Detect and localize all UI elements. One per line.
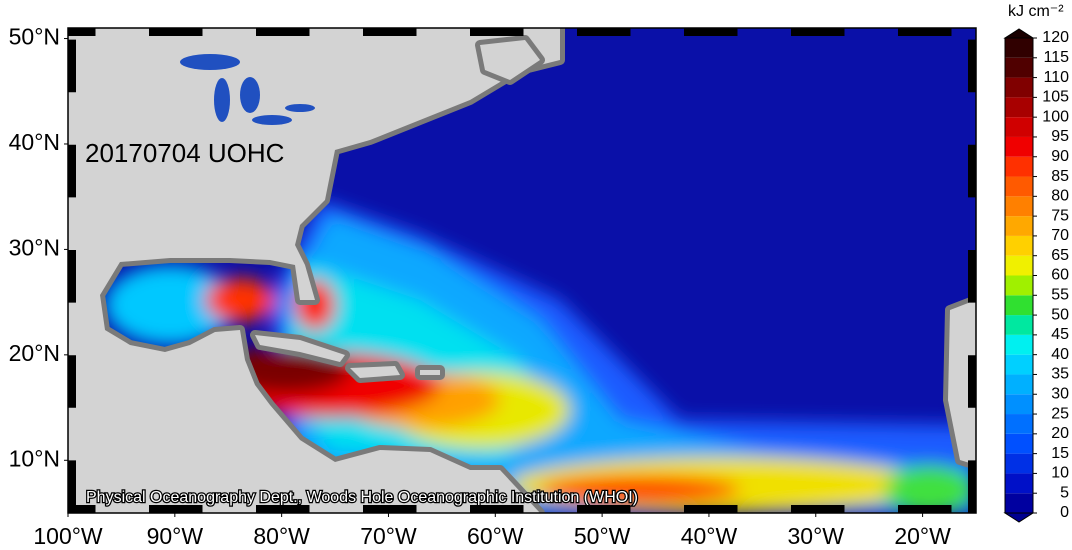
colorbar-tick-label: 25 (1051, 405, 1069, 422)
colorbar-tick-label: 75 (1051, 207, 1069, 224)
y-tick-label: 40°N (9, 129, 60, 155)
colorbar-segment (1005, 414, 1033, 434)
colorbar-tick-label: 120 (1042, 29, 1069, 46)
colorbar-segment (1005, 216, 1033, 236)
y-tick-label: 10°N (9, 445, 60, 471)
colorbar-tick-label: 40 (1051, 346, 1069, 363)
colorbar-tick-label: 30 (1051, 385, 1069, 402)
colorbar-tick-label: 55 (1051, 287, 1069, 304)
colorbar-segment (1005, 156, 1033, 177)
colorbar-segment (1005, 275, 1033, 296)
lakes (180, 54, 315, 125)
colorbar-tick-label: 105 (1042, 89, 1069, 106)
colorbar-tick-label: 15 (1051, 445, 1069, 462)
colorbar-segment (1005, 255, 1033, 276)
colorbar-tick-label: 95 (1051, 128, 1069, 145)
credit: Physical Oceanography Dept., Woods Hole … (86, 489, 638, 506)
colorbar-segment (1005, 334, 1033, 355)
x-tick-label: 60°W (467, 523, 524, 549)
colorbar-segment (1005, 136, 1033, 157)
x-tick-label: 20°W (894, 523, 951, 549)
map-frame (67, 27, 977, 514)
colorbar-tick-label: 100 (1042, 108, 1069, 125)
colorbar-segment (1005, 453, 1033, 474)
colorbar-segment (1005, 354, 1033, 375)
colorbar-segment (1005, 97, 1033, 118)
colorbar-tick-label: 110 (1043, 69, 1069, 86)
colorbar-segment (1005, 77, 1033, 98)
colorbar-tick-label: 10 (1051, 465, 1069, 482)
colorbar-segment (1005, 473, 1033, 494)
colorbar-segment (1005, 295, 1033, 316)
colorbar-tick-label: 80 (1051, 188, 1069, 205)
colorbar-segment (1005, 57, 1033, 78)
colorbar-tick-label: 90 (1051, 148, 1069, 165)
colorbar-tick-label: 35 (1051, 366, 1069, 383)
colorbar-tick-label: 20 (1051, 425, 1069, 442)
colorbar-segment (1005, 196, 1033, 217)
colorbar-tick-label: 70 (1051, 227, 1069, 244)
colorbar-segment (1005, 235, 1033, 256)
colorbar-segment (1005, 374, 1033, 395)
colorbar-segment (1005, 117, 1033, 137)
x-tick-label: 70°W (360, 523, 417, 549)
colorbar-tick-label: 60 (1051, 267, 1069, 284)
x-tick-label: 50°W (574, 523, 631, 549)
colorbar-tick-label: 45 (1051, 326, 1069, 343)
colorbar-tick-label: 50 (1051, 306, 1069, 323)
y-tick-label: 50°N (9, 24, 60, 50)
colorbar-tick-label: 115 (1043, 49, 1069, 66)
colorbar-over (1003, 28, 1035, 39)
x-tick-label: 30°W (788, 523, 845, 549)
colorbar-segment (1005, 394, 1033, 415)
colorbar-segment (1005, 433, 1033, 454)
colorbar-segment (1005, 315, 1033, 335)
y-tick-label: 30°N (9, 234, 60, 260)
map-title: 20170704 UOHC (85, 138, 284, 168)
y-tick-label: 20°N (9, 340, 60, 366)
colorbar-under (1003, 512, 1035, 523)
colorbar-unit: kJ cm⁻² (1008, 3, 1064, 20)
colorbar-tick-label: 5 (1060, 484, 1069, 501)
map-area: 20170704 UOHC Physical Oceanography Dept… (68, 28, 976, 513)
colorbar-tick-label: 65 (1051, 247, 1069, 264)
x-tick-label: 40°W (681, 523, 738, 549)
colorbar-segment (1005, 493, 1033, 513)
colorbar-tick-label: 0 (1060, 504, 1069, 521)
x-tick-label: 80°W (253, 523, 310, 549)
x-tick-label: 90°W (147, 523, 204, 549)
colorbar-segment (1005, 176, 1033, 197)
colorbar-tick-label: 85 (1051, 168, 1069, 185)
colorbar-segment (1005, 38, 1033, 58)
x-tick-label: 100°W (33, 523, 103, 549)
